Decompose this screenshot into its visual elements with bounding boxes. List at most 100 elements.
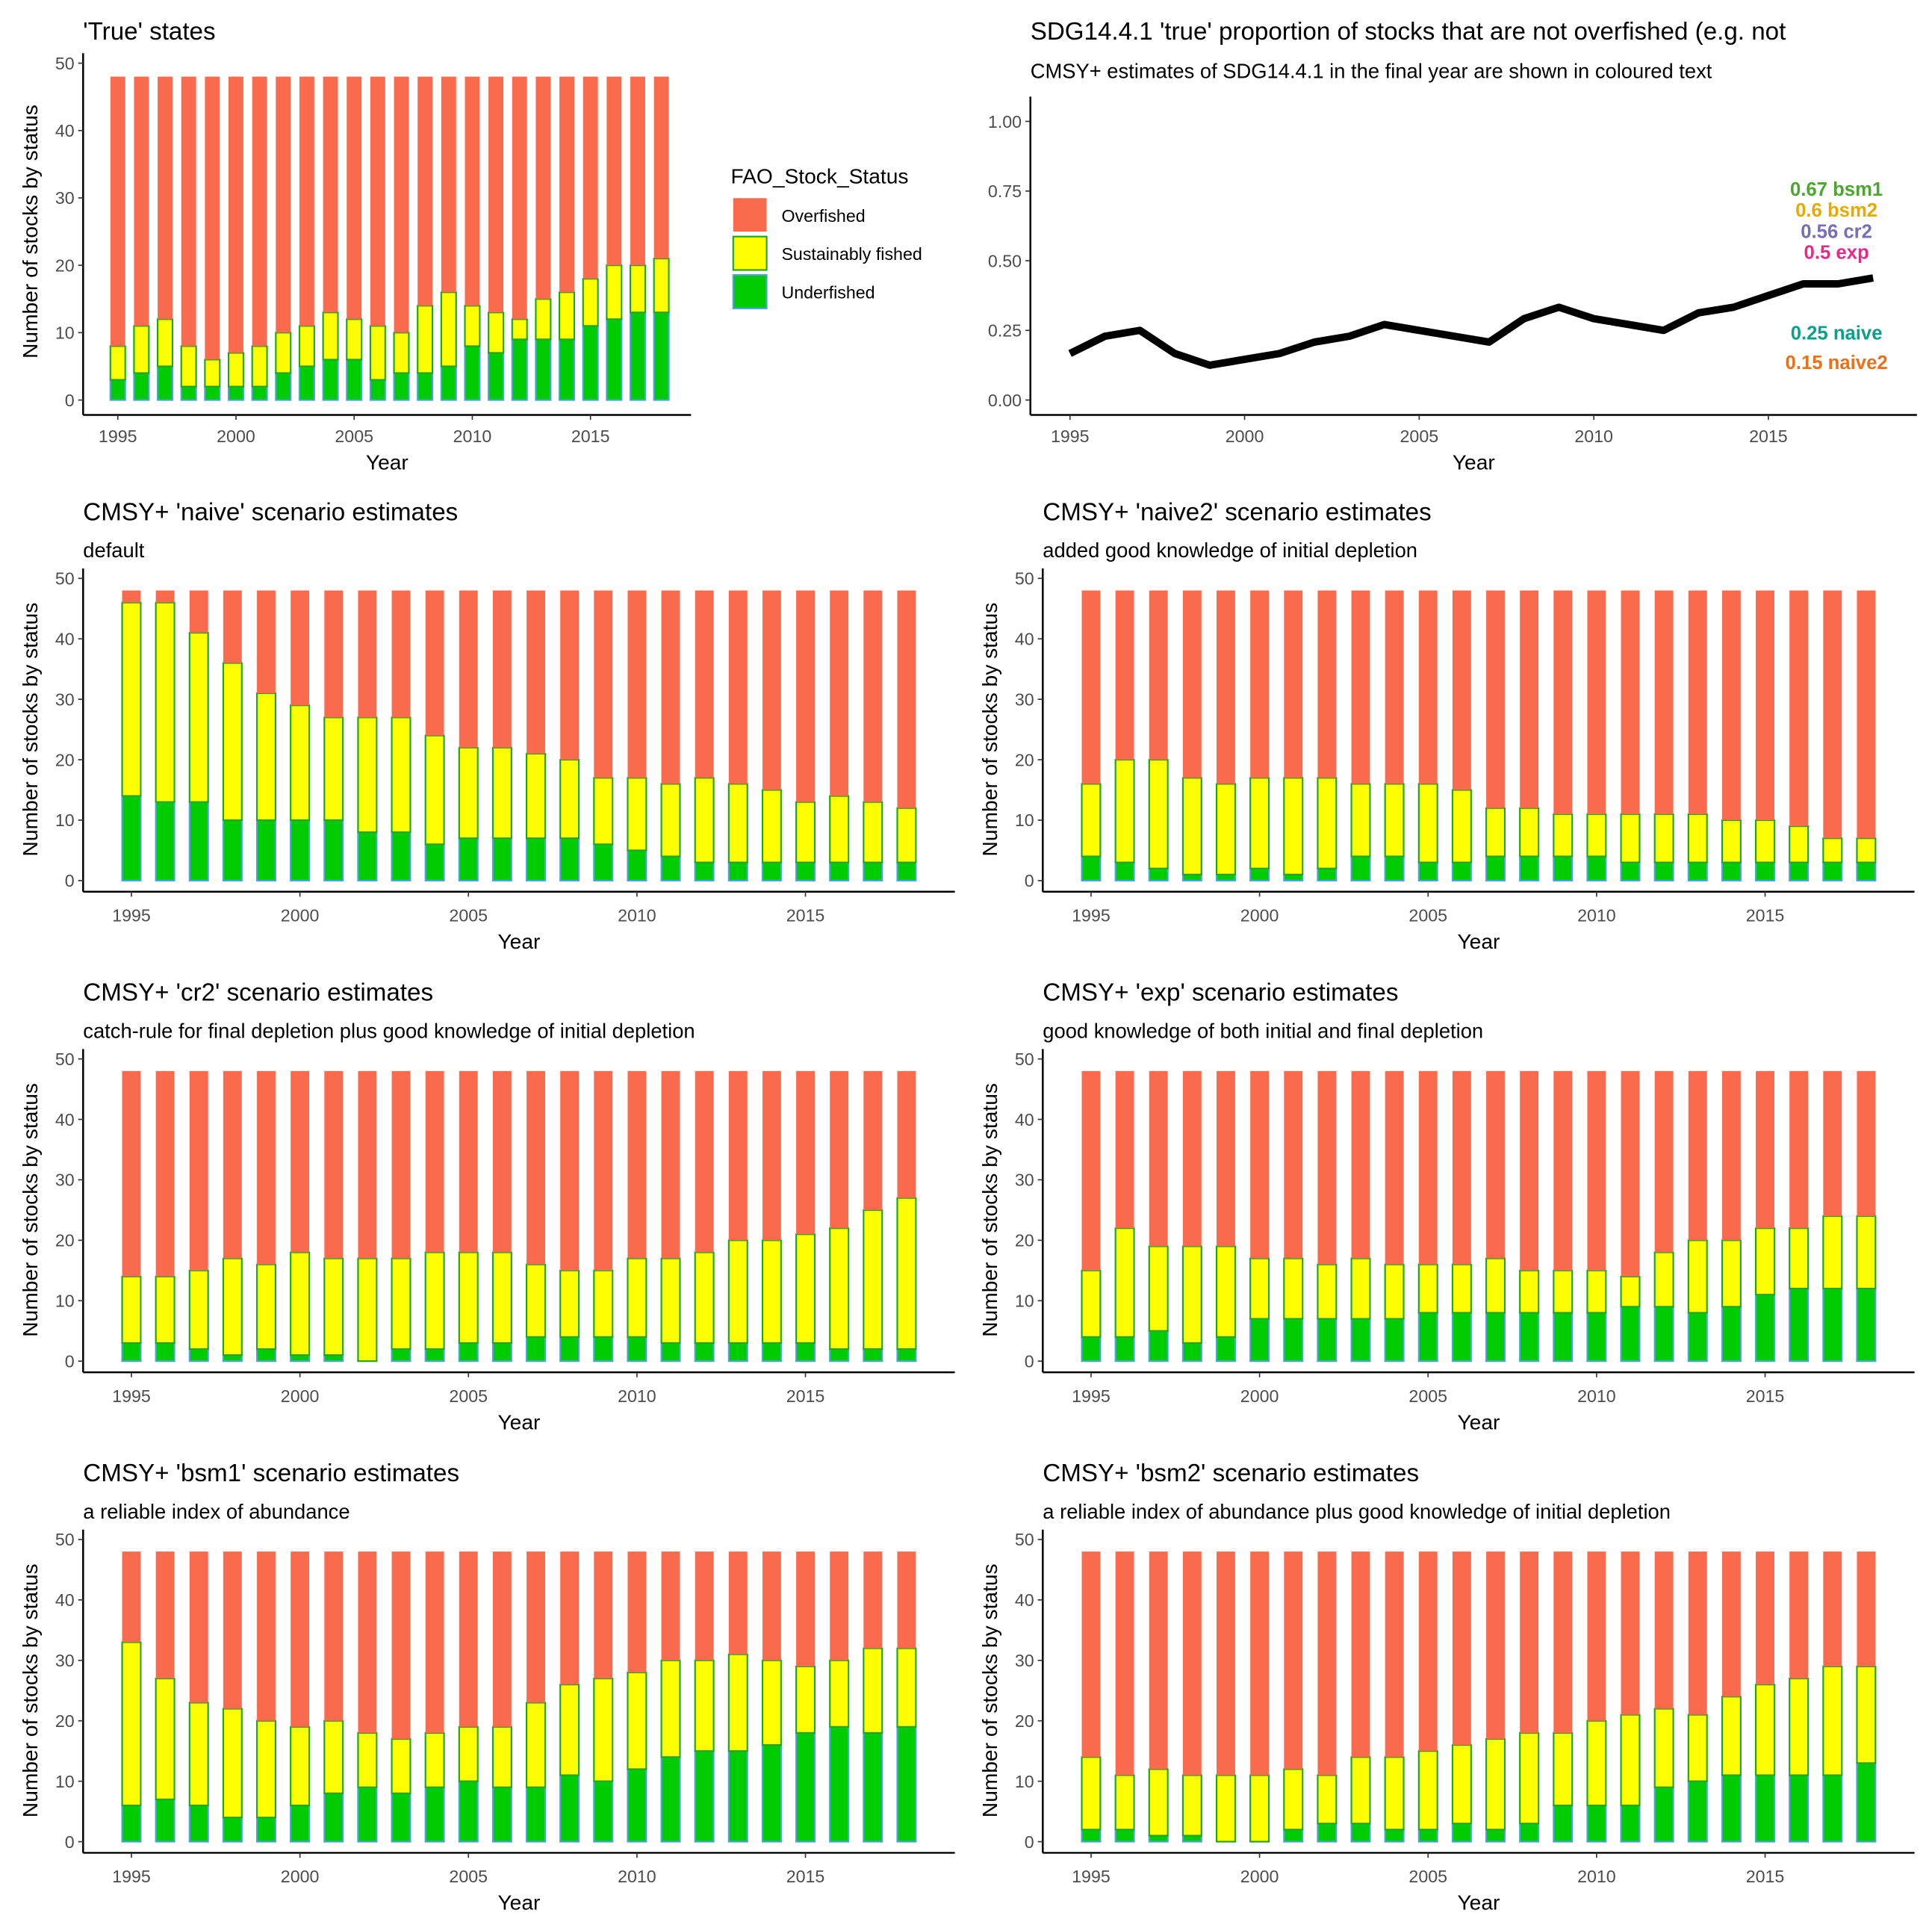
y-axis-label: Number of stocks by status bbox=[18, 105, 42, 359]
bar-sustainably-fished-2011 bbox=[1620, 1714, 1641, 1807]
bar-sustainably-fished-2018 bbox=[653, 258, 670, 314]
y-axis-label: Number of stocks by status bbox=[18, 1563, 42, 1817]
bar-underfished-2015 bbox=[1755, 1774, 1776, 1843]
bar-sustainably-fished-2006 bbox=[491, 1726, 512, 1788]
bar-sustainably-fished-2006 bbox=[369, 325, 386, 381]
bar-overfished-2011 bbox=[1621, 590, 1640, 814]
bar-overfished-2009 bbox=[1553, 1070, 1573, 1271]
bar-sustainably-fished-2017 bbox=[1822, 1665, 1843, 1776]
bar-overfished-1999 bbox=[1217, 1070, 1235, 1247]
bar-underfished-2009 bbox=[440, 365, 457, 401]
bar-sustainably-fished-2009 bbox=[1553, 1269, 1574, 1314]
bar-underfished-2008 bbox=[559, 1336, 580, 1362]
bar-sustainably-fished-1999 bbox=[255, 1263, 276, 1351]
bar-sustainably-fished-2014 bbox=[761, 1239, 782, 1344]
bar-sustainably-fished-2008 bbox=[559, 1684, 580, 1776]
bar-underfished-2013 bbox=[727, 1342, 748, 1362]
bar-sustainably-fished-2018 bbox=[1856, 1215, 1877, 1290]
bar-overfished-2002 bbox=[358, 590, 377, 718]
bar-overfished-1996 bbox=[1115, 590, 1134, 760]
x-axis-label: Year bbox=[1457, 1410, 1500, 1433]
bar-chart-panel-6: CMSY+ 'bsm1' scenario estimates a reliabl… bbox=[18, 1460, 955, 1915]
bar-overfished-1999 bbox=[205, 76, 220, 360]
bar-overfished-1997 bbox=[1149, 1551, 1168, 1770]
bar-underfished-2008 bbox=[1519, 855, 1540, 881]
bar-underfished-2017 bbox=[1822, 1774, 1843, 1843]
bar-sustainably-fished-2002 bbox=[1317, 1774, 1338, 1825]
bar-sustainably-fished-2007 bbox=[525, 752, 547, 840]
bar-underfished-2001 bbox=[1283, 1318, 1304, 1362]
x-tick-label: 2010 bbox=[618, 906, 656, 926]
bar-sustainably-fished-2003 bbox=[1350, 783, 1371, 858]
bar-overfished-2005 bbox=[1418, 1551, 1438, 1752]
bar-sustainably-fished-2016 bbox=[1789, 1677, 1810, 1776]
bar-sustainably-fished-2008 bbox=[1519, 1269, 1540, 1314]
bar-sustainably-fished-2016 bbox=[1789, 825, 1810, 864]
x-axis-label: Year bbox=[1453, 450, 1495, 474]
legend-label: Sustainably fished bbox=[781, 244, 922, 264]
bar-sustainably-fished-1999 bbox=[1215, 783, 1236, 875]
bar-underfished-2015 bbox=[795, 861, 816, 881]
y-tick-label: 30 bbox=[55, 188, 75, 208]
bar-sustainably-fished-2012 bbox=[511, 318, 528, 341]
x-tick-label: 2010 bbox=[453, 427, 492, 446]
legend-label: Underfished bbox=[781, 283, 875, 303]
bar-underfished-2014 bbox=[761, 861, 782, 881]
chart-title: CMSY+ 'bsm1' scenario estimates bbox=[83, 1460, 459, 1487]
y-axis-label: Number of stocks by status bbox=[18, 1083, 42, 1337]
bar-overfished-2018 bbox=[897, 1070, 916, 1198]
bar-sustainably-fished-2011 bbox=[660, 1659, 681, 1758]
bar-underfished-1995 bbox=[121, 1804, 142, 1843]
x-tick-label: 2000 bbox=[281, 1867, 320, 1886]
bar-underfished-2013 bbox=[1687, 861, 1708, 881]
x-tick-label: 1995 bbox=[1072, 906, 1111, 926]
bar-sustainably-fished-2001 bbox=[323, 1720, 344, 1794]
bar-overfished-2000 bbox=[1250, 1551, 1270, 1776]
bar-overfished-2018 bbox=[653, 76, 669, 259]
bar-sustainably-fished-1999 bbox=[1215, 1774, 1236, 1843]
bar-sustainably-fished-1995 bbox=[121, 1641, 142, 1807]
bar-underfished-1998 bbox=[1181, 873, 1202, 881]
bar-underfished-2010 bbox=[627, 849, 647, 881]
bar-overfished-2001 bbox=[324, 1551, 344, 1721]
bar-sustainably-fished-2017 bbox=[863, 1647, 883, 1734]
bar-overfished-2014 bbox=[762, 590, 781, 790]
bar-sustainably-fished-2005 bbox=[458, 1251, 479, 1344]
bar-sustainably-fished-2001 bbox=[323, 716, 344, 822]
bar-sustainably-fished-2010 bbox=[627, 1671, 647, 1770]
bar-sustainably-fished-2013 bbox=[727, 1239, 748, 1344]
bar-underfished-2012 bbox=[694, 1342, 715, 1362]
y-axis-label: Number of stocks by status bbox=[978, 603, 1001, 857]
y-tick-label: 50 bbox=[1015, 1530, 1034, 1549]
bar-sustainably-fished-2000 bbox=[227, 352, 244, 388]
bar-overfished-1997 bbox=[1149, 1070, 1168, 1247]
bar-overfished-2001 bbox=[324, 590, 344, 718]
bar-underfished-2009 bbox=[593, 1336, 614, 1362]
bar-underfished-2016 bbox=[829, 1348, 850, 1362]
y-tick-label: 0 bbox=[1025, 871, 1034, 890]
bar-underfished-2007 bbox=[1485, 855, 1506, 881]
bar-sustainably-fished-2008 bbox=[559, 758, 580, 840]
bar-underfished-2010 bbox=[1586, 1312, 1607, 1362]
bar-underfished-2006 bbox=[1451, 861, 1472, 881]
bar-underfished-2003 bbox=[391, 1792, 411, 1843]
bar-sustainably-fished-2015 bbox=[1755, 819, 1776, 864]
bar-overfished-2013 bbox=[1688, 1551, 1707, 1715]
bar-overfished-2004 bbox=[1385, 1070, 1404, 1265]
bar-overfished-2008 bbox=[1520, 590, 1539, 808]
bar-overfished-2001 bbox=[1284, 590, 1303, 778]
bar-underfished-2010 bbox=[627, 1768, 647, 1843]
bar-sustainably-fished-2001 bbox=[1283, 1257, 1304, 1320]
bar-overfished-2010 bbox=[1587, 1070, 1606, 1271]
bar-sustainably-fished-1996 bbox=[1114, 1774, 1135, 1831]
bar-sustainably-fished-2015 bbox=[582, 278, 599, 327]
bar-underfished-2018 bbox=[1856, 1762, 1877, 1843]
bar-underfished-1999 bbox=[1215, 1336, 1236, 1362]
bar-overfished-2005 bbox=[459, 1551, 478, 1727]
bar-overfished-2000 bbox=[229, 76, 243, 353]
bar-underfished-1998 bbox=[222, 1354, 243, 1362]
bar-sustainably-fished-2006 bbox=[491, 1251, 512, 1344]
bar-underfished-2010 bbox=[627, 1336, 647, 1362]
bar-overfished-1995 bbox=[122, 590, 141, 603]
bar-sustainably-fished-2003 bbox=[391, 1257, 411, 1351]
